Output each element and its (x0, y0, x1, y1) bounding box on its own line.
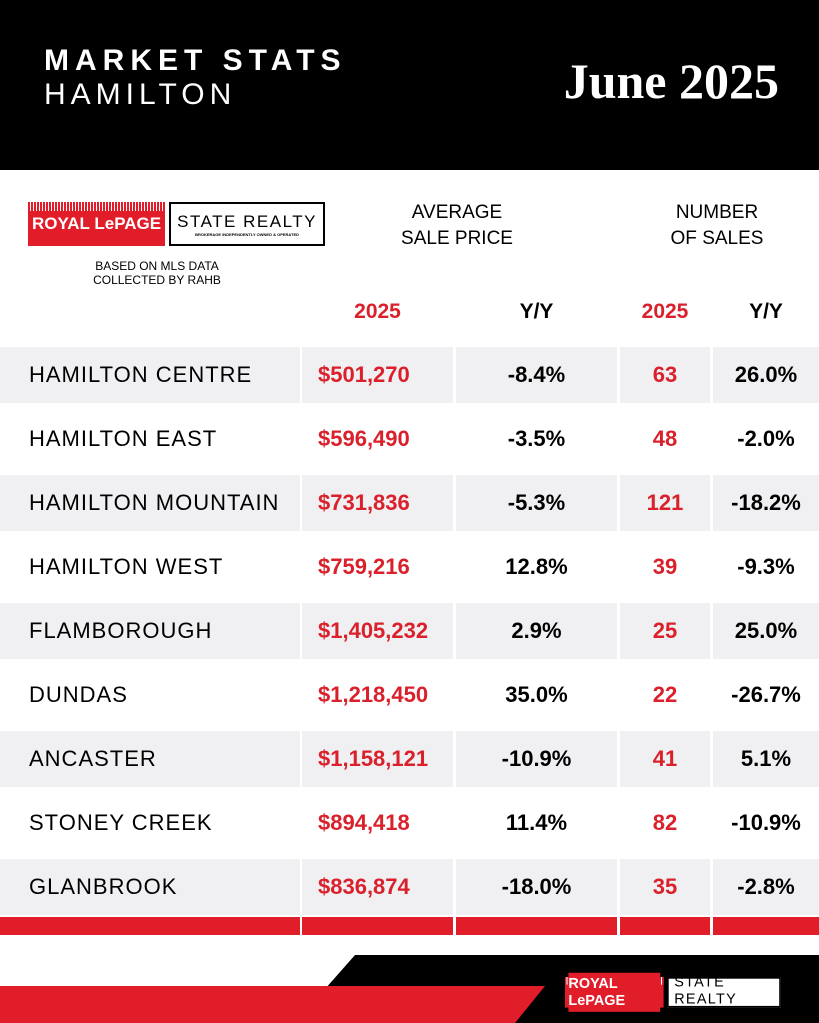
table-cell: $1,218,450 (302, 659, 453, 731)
note: BASED ON MLS DATA COLLECTED BY RAHB (62, 259, 252, 287)
table-cell: $596,490 (302, 403, 453, 475)
logo-brand-box: ROYAL LePAGE (565, 972, 665, 1012)
region-name: HAMILTON MOUNTAIN (0, 475, 300, 531)
table-cell: 48 (620, 403, 710, 475)
region-name: STONEY CREEK (0, 787, 300, 859)
group-header: NUMBER OF SALES (617, 200, 817, 252)
region-name: HAMILTON WEST (0, 531, 300, 603)
table-cell: $501,270 (302, 347, 453, 403)
header: MARKET STATS HAMILTON June 2025 (0, 0, 819, 170)
table-cell: -18.2% (713, 475, 819, 531)
table-cell: $1,158,121 (302, 731, 453, 787)
table-cell: -3.5% (456, 403, 617, 475)
table-cell: -2.0% (713, 403, 819, 475)
table-cell: 41 (620, 731, 710, 787)
note-line: COLLECTED BY RAHB (93, 273, 221, 287)
footer-logo: ROYAL LePAGE STATE REALTY BROKERAGE INDE… (565, 972, 781, 1012)
group-header: AVERAGE SALE PRICE (357, 200, 557, 252)
logo-tagline: BROKERAGE INDEPENDENTLY OWNED & OPERATED (195, 231, 300, 237)
table-cell: 2.9% (456, 603, 617, 659)
red-rule-cell (302, 917, 453, 935)
logo-office: STATE REALTY (177, 211, 317, 231)
table-cell: -10.9% (456, 731, 617, 787)
group-line: NUMBER (675, 202, 759, 223)
table-cell: 63 (620, 347, 710, 403)
logo-brand: ROYAL LePAGE (32, 211, 162, 237)
table-cell: 35.0% (456, 659, 617, 731)
red-rule-cell (713, 917, 819, 935)
group-line: SALE PRICE (401, 228, 513, 249)
red-rule-cell (620, 917, 710, 935)
table-cell: 121 (620, 475, 710, 531)
region-name: HAMILTON CENTRE (0, 347, 300, 403)
logo-brand: ROYAL LePAGE (568, 972, 661, 1012)
table-cell: -18.0% (456, 859, 617, 915)
table-cell: 5.1% (713, 731, 819, 787)
table-cell: -8.4% (456, 347, 617, 403)
table-cell: -5.3% (456, 475, 617, 531)
table-cell: 22 (620, 659, 710, 731)
table-cell: 25 (620, 603, 710, 659)
table-cell: 82 (620, 787, 710, 859)
table-cell: $894,418 (302, 787, 453, 859)
logo: ROYAL LePAGE STATE REALTY BROKERAGE INDE… (28, 202, 325, 246)
table-cell: $836,874 (302, 859, 453, 915)
region-name: HAMILTON EAST (0, 403, 300, 475)
table-cell: 25.0% (713, 603, 819, 659)
table-cell: -9.3% (713, 531, 819, 603)
red-rule-cell (0, 917, 300, 935)
region-name: ANCASTER (0, 731, 300, 787)
column-header: Y/Y (749, 300, 783, 323)
red-rule-cell (456, 917, 617, 935)
logo-tagline: BROKERAGE INDEPENDENTLY OWNED & OPERATED (679, 1007, 769, 1012)
group-line: OF SALES (670, 228, 764, 249)
region-name: GLANBROOK (0, 859, 300, 915)
date: June 2025 (563, 53, 779, 109)
group-line: AVERAGE (411, 202, 503, 223)
logo-brand-box: ROYAL LePAGE (28, 202, 166, 246)
table-cell: -10.9% (713, 787, 819, 859)
logo-office-box: STATE REALTY BROKERAGE INDEPENDENTLY OWN… (169, 202, 325, 246)
region-name: FLAMBOROUGH (0, 603, 300, 659)
table-cell: -26.7% (713, 659, 819, 731)
logo-office: STATE REALTY (674, 973, 738, 1007)
table-cell: 12.8% (456, 531, 617, 603)
table-cell: 26.0% (713, 347, 819, 403)
column-header: 2025 (641, 300, 689, 323)
table-cell: 11.4% (456, 787, 617, 859)
table-cell: 35 (620, 859, 710, 915)
column-header: Y/Y (519, 300, 554, 323)
region-name: DUNDAS (0, 659, 300, 731)
note-line: BASED ON MLS DATA (95, 259, 219, 273)
column-header: 2025 (354, 300, 401, 323)
title: MARKET STATS (44, 44, 347, 77)
table-cell: $731,836 (302, 475, 453, 531)
table-cell: $759,216 (302, 531, 453, 603)
table-cell: 39 (620, 531, 710, 603)
logo-office-box: STATE REALTY BROKERAGE INDEPENDENTLY OWN… (667, 973, 781, 1012)
table-cell: $1,405,232 (302, 603, 453, 659)
table-cell: -2.8% (713, 859, 819, 915)
subtitle: HAMILTON (44, 78, 237, 111)
